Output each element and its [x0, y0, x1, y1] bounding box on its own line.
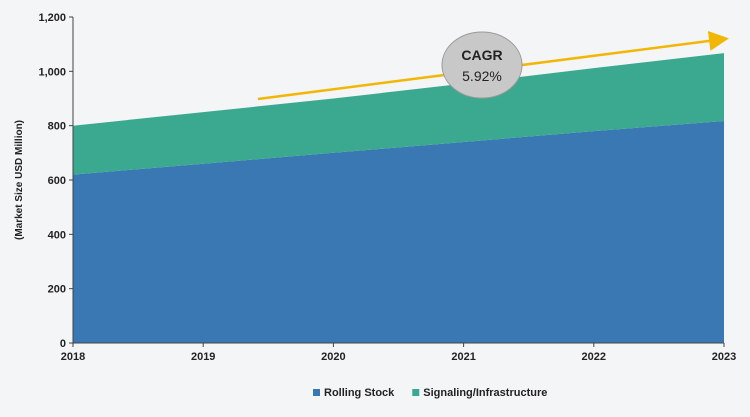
y-axis-title: (Market Size USD Million)	[14, 120, 25, 240]
y-tick-label: 1,200	[38, 12, 66, 24]
x-tick-label: 2021	[451, 351, 475, 363]
y-tick-label: 0	[60, 338, 66, 350]
area-series-2	[73, 53, 724, 175]
y-tick-label: 600	[48, 175, 66, 187]
cagr-annotation: CAGR 5.92%	[257, 30, 729, 101]
x-tick-label: 2020	[321, 351, 345, 363]
x-tick-label: 2018	[61, 351, 85, 363]
cagr-title: CAGR	[461, 47, 502, 63]
legend-label-1: Rolling Stock	[324, 387, 395, 399]
x-ticks: 2018 2019 2020 2021 2022 2023	[61, 343, 736, 363]
x-tick-label: 2023	[712, 351, 736, 363]
legend: Rolling Stock Signaling/Infrastructure	[313, 387, 547, 399]
y-tick-label: 1,000	[38, 66, 66, 78]
legend-swatch-1	[313, 389, 320, 396]
area-series-1	[73, 121, 724, 343]
x-tick-label: 2019	[191, 351, 215, 363]
legend-label-2: Signaling/Infrastructure	[423, 387, 547, 399]
cagr-value: 5.92%	[462, 68, 502, 84]
y-ticks: 0 200 400 600 800 1,000 1,200	[38, 12, 73, 350]
x-tick-label: 2022	[582, 351, 606, 363]
series-areas	[73, 53, 724, 343]
cagr-bubble	[441, 31, 523, 99]
y-tick-label: 800	[48, 121, 66, 133]
legend-swatch-2	[412, 389, 420, 396]
y-tick-label: 400	[48, 229, 66, 241]
y-tick-label: 200	[48, 284, 66, 296]
